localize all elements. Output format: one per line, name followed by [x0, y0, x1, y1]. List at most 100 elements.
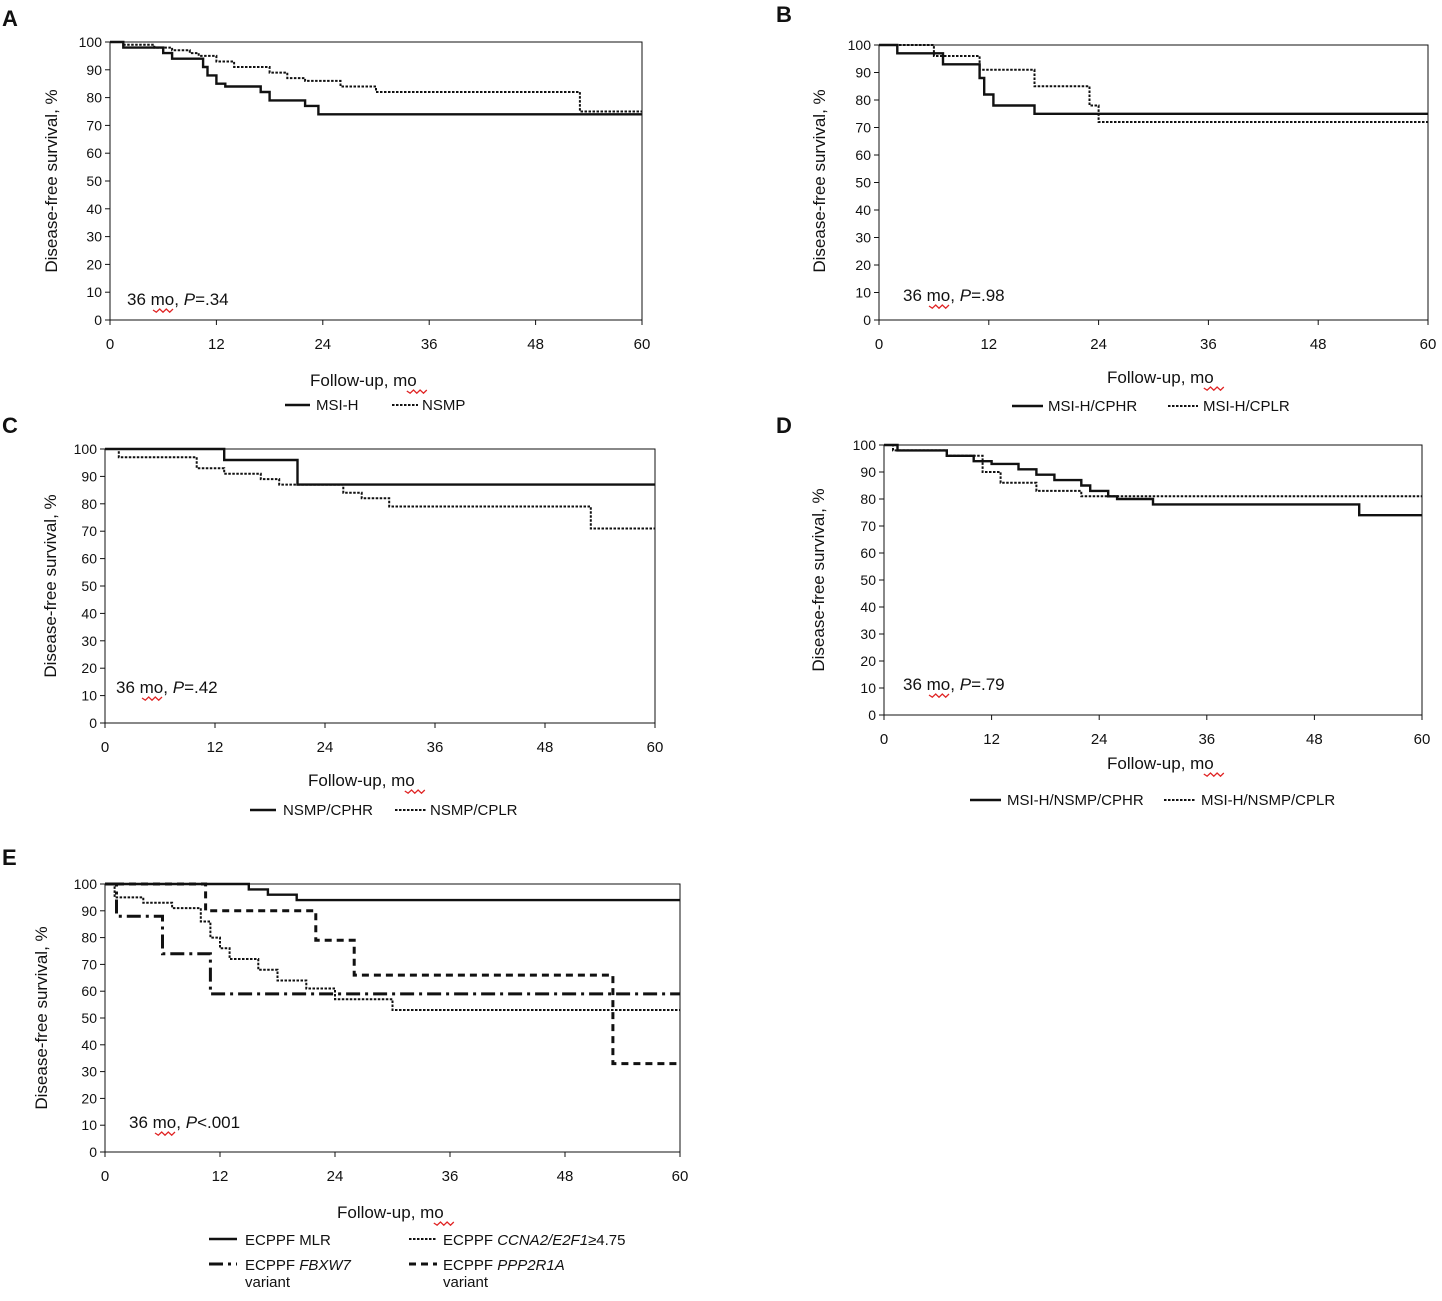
- y-tick-label: 20: [81, 1090, 97, 1106]
- y-tick-label: 0: [863, 312, 871, 328]
- y-tick-label: 20: [855, 257, 871, 273]
- legend-label: MSI-H/NSMP/CPHR: [1007, 792, 1144, 809]
- y-tick-label: 40: [81, 1037, 97, 1053]
- x-tick-label: 24: [327, 1168, 344, 1185]
- x-tick-label: 36: [1200, 336, 1217, 353]
- y-tick-label: 10: [86, 284, 102, 300]
- plot-frame: [109, 41, 643, 321]
- y-tick-label: 40: [86, 201, 102, 217]
- legend-label: ECPPF CCNA2/E2F1≥4.75: [443, 1232, 626, 1249]
- y-tick-label: 10: [860, 680, 876, 696]
- y-tick-label: 100: [74, 441, 98, 457]
- spelling-squiggle: [1203, 772, 1225, 778]
- y-tick-label: 50: [860, 572, 876, 588]
- x-axis-label: Follow-up, mo: [308, 771, 415, 790]
- y-tick-label: 70: [860, 518, 876, 534]
- y-tick-label: 60: [860, 545, 876, 561]
- spelling-squiggle: [404, 789, 426, 795]
- x-axis-label: Follow-up, mo: [1107, 368, 1214, 387]
- legend-label: NSMP: [422, 397, 465, 414]
- x-tick-label: 60: [1420, 336, 1437, 353]
- survival-curve-ecppf-ppp2r1a-variant: [105, 882, 680, 1066]
- x-tick-label: 0: [880, 731, 888, 748]
- panel-label-c: C: [2, 413, 18, 438]
- x-tick-label: 0: [106, 336, 114, 353]
- legend-label: MSI-H/CPHR: [1048, 398, 1137, 415]
- x-tick-label: 0: [875, 336, 883, 353]
- p-value-annotation: 36 mo, P=.79: [903, 675, 1005, 694]
- y-tick-label: 30: [860, 626, 876, 642]
- y-tick-label: 30: [855, 230, 871, 246]
- y-tick-label: 30: [81, 1064, 97, 1080]
- survival-curve-nsmp-cphr: [105, 447, 655, 486]
- y-tick-label: 70: [81, 956, 97, 972]
- spelling-squiggle: [1203, 386, 1225, 392]
- spelling-squiggle: [152, 308, 174, 314]
- x-tick-label: 48: [537, 739, 554, 756]
- spelling-squiggle: [406, 389, 428, 395]
- y-tick-label: 90: [86, 62, 102, 78]
- x-tick-label: 12: [212, 1168, 229, 1185]
- x-tick-label: 48: [557, 1168, 574, 1185]
- y-tick-label: 20: [86, 256, 102, 272]
- y-tick-label: 0: [868, 707, 876, 723]
- spelling-squiggle: [928, 304, 950, 310]
- y-tick-label: 80: [86, 90, 102, 106]
- y-axis-label: Disease-free survival, %: [809, 488, 828, 671]
- x-tick-label: 48: [1306, 731, 1323, 748]
- y-tick-label: 30: [86, 229, 102, 245]
- survival-curve-ecppf-fbxw7-variant: [105, 882, 680, 996]
- x-tick-label: 12: [207, 739, 224, 756]
- x-axis-label: Follow-up, mo: [1107, 754, 1214, 773]
- y-axis-label: Disease-free survival, %: [41, 494, 60, 677]
- x-tick-label: 36: [421, 336, 438, 353]
- y-tick-label: 60: [81, 551, 97, 567]
- x-tick-label: 60: [672, 1168, 689, 1185]
- legend-label: ECPPF PPP2R1A: [443, 1257, 565, 1274]
- x-tick-label: 60: [1414, 731, 1431, 748]
- legend-label: MSI-H/NSMP/CPLR: [1201, 792, 1335, 809]
- y-axis-label: Disease-free survival, %: [810, 89, 829, 272]
- x-tick-label: 36: [442, 1168, 459, 1185]
- survival-curve-msi-h: [110, 40, 642, 116]
- p-value-annotation: 36 mo, P=.34: [127, 290, 229, 309]
- panel-label-e: E: [2, 845, 17, 870]
- y-tick-label: 70: [855, 120, 871, 136]
- y-tick-label: 10: [855, 285, 871, 301]
- plot-frame: [878, 44, 1429, 321]
- y-tick-label: 80: [81, 930, 97, 946]
- spelling-squiggle: [154, 1131, 176, 1137]
- y-tick-label: 100: [853, 437, 877, 453]
- panel-label-a: A: [2, 6, 18, 31]
- y-tick-label: 50: [81, 1010, 97, 1026]
- x-axis-label: Follow-up, mo: [337, 1203, 444, 1222]
- x-tick-label: 12: [980, 336, 997, 353]
- legend-label: ECPPF FBXW7: [245, 1257, 352, 1274]
- y-tick-label: 20: [860, 653, 876, 669]
- x-tick-label: 60: [647, 739, 664, 756]
- y-tick-label: 40: [855, 202, 871, 218]
- survival-curve-msi-h-nsmp-cphr: [884, 443, 1422, 517]
- x-tick-label: 24: [314, 336, 331, 353]
- y-tick-label: 10: [81, 1117, 97, 1133]
- survival-curve-msi-h-nsmp-cplr: [884, 444, 1422, 498]
- y-tick-label: 80: [81, 496, 97, 512]
- x-tick-label: 60: [634, 336, 651, 353]
- survival-curve-msi-h-cplr: [879, 44, 1428, 123]
- km-chart-a: 0 10 20 30 40 50 60 70 80 90 100 0 12 24 36 48 60 Disease…: [42, 34, 650, 414]
- legend-label: NSMP/CPHR: [283, 802, 373, 819]
- legend-label: MSI-H: [316, 397, 359, 414]
- survival-curve-ecppf-mlr: [105, 882, 680, 902]
- y-tick-label: 0: [89, 715, 97, 731]
- panel-label-b: B: [776, 2, 792, 27]
- spelling-squiggle: [928, 693, 950, 699]
- y-tick-label: 90: [81, 468, 97, 484]
- spelling-squiggle: [433, 1221, 455, 1227]
- y-tick-label: 70: [81, 523, 97, 539]
- km-chart-d: 0 10 20 30 40 50 60 70 80 90 100 0 12 24 36 48 60 Disease…: [809, 437, 1430, 809]
- y-tick-label: 60: [855, 147, 871, 163]
- y-tick-label: 60: [86, 145, 102, 161]
- y-tick-label: 50: [855, 175, 871, 191]
